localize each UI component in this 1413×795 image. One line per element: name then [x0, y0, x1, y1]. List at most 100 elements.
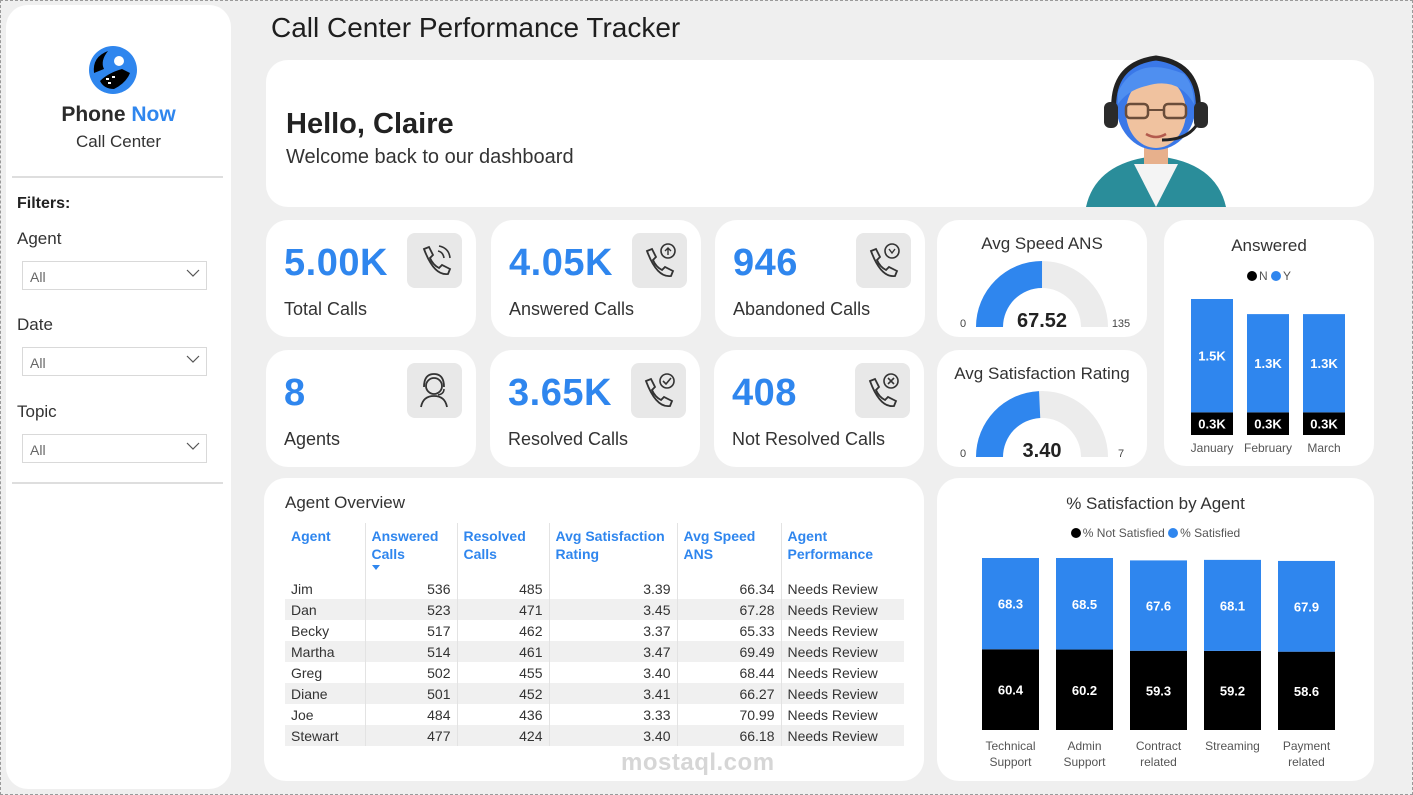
kpi-abandoned-calls: 946 Abandoned Calls — [715, 220, 925, 337]
table-row[interactable]: Greg 502 455 3.40 68.44 Needs Review — [285, 662, 904, 683]
topic-filter-select[interactable]: All — [22, 434, 207, 463]
gauge-fill — [976, 261, 1043, 327]
bar-segment[interactable] — [1056, 649, 1113, 730]
kpi-answered-calls: 4.05K Answered Calls — [491, 220, 701, 337]
table-cell: 455 — [456, 662, 549, 683]
gauge-svg: 67.52 0 135 — [960, 261, 1130, 332]
watermark-text: mostaql.com — [621, 749, 775, 776]
category-label: Technical — [985, 739, 1035, 753]
column-header-agent-performance[interactable]: Agent Performance — [780, 523, 904, 578]
bar-segment[interactable] — [1303, 412, 1345, 435]
filter-label-topic: Topic — [17, 402, 57, 421]
bar-segment[interactable] — [1130, 650, 1187, 730]
data-label: 1.5K — [1198, 349, 1226, 364]
bar-segment[interactable] — [1303, 314, 1345, 413]
table-cell: 461 — [456, 641, 549, 662]
category-label: January — [1191, 441, 1234, 455]
legend-item-satisfied[interactable]: % Satisfied — [1168, 526, 1240, 540]
legend-item-n[interactable]: N — [1246, 269, 1268, 283]
table-cell: Needs Review — [780, 599, 904, 620]
table-cell: Needs Review — [780, 704, 904, 725]
table-row[interactable]: Joe 484 436 3.33 70.99 Needs Review — [285, 704, 904, 725]
date-filter-select[interactable]: All — [22, 347, 207, 376]
legend-item-y[interactable]: Y — [1271, 269, 1291, 283]
data-label: 59.3 — [1146, 683, 1171, 698]
data-label: 68.5 — [1072, 597, 1097, 612]
data-label: 67.6 — [1146, 599, 1171, 614]
kpi-not-resolved-calls: 408 Not Resolved Calls — [714, 350, 924, 467]
gauge-value: 3.40 — [1023, 440, 1062, 462]
bar-segment[interactable] — [1278, 651, 1335, 730]
table-cell: 436 — [456, 704, 549, 725]
table-cell: 424 — [456, 725, 549, 746]
sidebar: Phone Now Call Center Filters: Agent All… — [6, 5, 231, 789]
column-header-agent[interactable]: Agent — [291, 528, 331, 544]
data-label: 0.3K — [1198, 417, 1226, 432]
agent-filter-value: All — [30, 269, 46, 285]
kpi-value: 5.00K — [284, 242, 388, 284]
table-cell: 70.99 — [676, 704, 781, 725]
table-cell: 65.33 — [676, 620, 781, 641]
column-header-avg-speed-ans[interactable]: Avg Speed ANS — [676, 523, 781, 578]
table-row[interactable]: Becky 517 462 3.37 65.33 Needs Review — [285, 620, 904, 641]
table-cell: 501 — [364, 683, 457, 704]
table-cell: Joe — [291, 706, 314, 723]
divider — [12, 482, 223, 484]
phone-abandoned-icon — [856, 233, 911, 288]
table-cell: Greg — [291, 664, 323, 681]
table-cell: Diane — [285, 683, 365, 704]
data-label: 0.3K — [1254, 417, 1282, 432]
table-cell: 462 — [456, 620, 549, 641]
data-label: 58.6 — [1294, 684, 1319, 699]
table-row[interactable]: Dan 523 471 3.45 67.28 Needs Review — [285, 599, 904, 620]
bar-segment[interactable] — [1056, 558, 1113, 650]
table-row[interactable]: Martha 514 461 3.47 69.49 Needs Review — [285, 641, 904, 662]
bar-segment[interactable] — [1191, 299, 1233, 413]
legend-item-not-satisfied[interactable]: % Not Satisfied — [1070, 526, 1165, 540]
table-cell: Needs Review — [780, 725, 904, 746]
bar-segment[interactable] — [1130, 560, 1187, 651]
table-row[interactable]: Stewart 477 424 3.40 66.18 Needs Review — [285, 725, 904, 746]
bar-segment[interactable] — [982, 558, 1039, 650]
data-label: 60.2 — [1072, 683, 1097, 698]
divider — [12, 176, 223, 178]
agent-filter-select[interactable]: All — [22, 261, 207, 290]
category-label: Admin — [1067, 739, 1101, 753]
answered-chart-svg: 0.3K 1.5K January 0.3K 1.3K February 0.3K 1.3K M… — [1191, 299, 1345, 455]
category-label: related — [1288, 755, 1325, 769]
agent-overview-card: Agent Overview Agent Answered Calls Reso… — [264, 478, 924, 781]
chart-title: % Satisfaction by Agent — [1066, 494, 1245, 513]
kpi-value: 946 — [733, 242, 798, 284]
column-header-resolved-calls[interactable]: Resolved Calls — [456, 523, 549, 578]
greeting-title: Hello, Claire — [286, 108, 454, 140]
data-label: 68.1 — [1220, 598, 1245, 613]
table-cell: 67.28 — [676, 599, 781, 620]
gauge-fill — [976, 391, 1041, 457]
column-header-avg-satisfaction-rating[interactable]: Avg Satisfaction Rating — [548, 523, 677, 578]
legend-dot-icon — [1168, 528, 1179, 538]
kpi-value: 408 — [732, 372, 797, 414]
table-cell: 69.49 — [676, 641, 781, 662]
bar-segment[interactable] — [1191, 412, 1233, 435]
table-cell: 536 — [364, 578, 457, 599]
bar-segment[interactable] — [982, 649, 1039, 730]
gauge-avg-satisfaction-rating: Avg Satisfaction Rating 3.40 0 7 — [937, 350, 1147, 467]
table-cell: 3.41 — [548, 683, 677, 704]
bar-segment[interactable] — [1204, 559, 1261, 651]
bar-segment[interactable] — [1247, 314, 1289, 413]
table-cell: Jim — [291, 580, 313, 597]
table-row[interactable]: Diane 501 452 3.41 66.27 Needs Review — [285, 683, 904, 704]
table-cell: 3.45 — [548, 599, 677, 620]
category-label: Payment — [1283, 739, 1331, 753]
table-cell: 485 — [456, 578, 549, 599]
chart-title: Answered — [1231, 236, 1307, 255]
column-header-answered-calls[interactable]: Answered Calls — [364, 523, 457, 578]
data-label: 60.4 — [998, 683, 1024, 698]
filter-label-date: Date — [17, 315, 53, 334]
table-cell: Needs Review — [780, 683, 904, 704]
gauge-max-label: 7 — [1118, 448, 1124, 460]
bar-segment[interactable] — [1204, 650, 1261, 730]
bar-segment[interactable] — [1278, 560, 1335, 652]
bar-segment[interactable] — [1247, 412, 1289, 435]
table-row[interactable]: Jim 536 485 3.39 66.34 Needs Review — [285, 578, 904, 599]
